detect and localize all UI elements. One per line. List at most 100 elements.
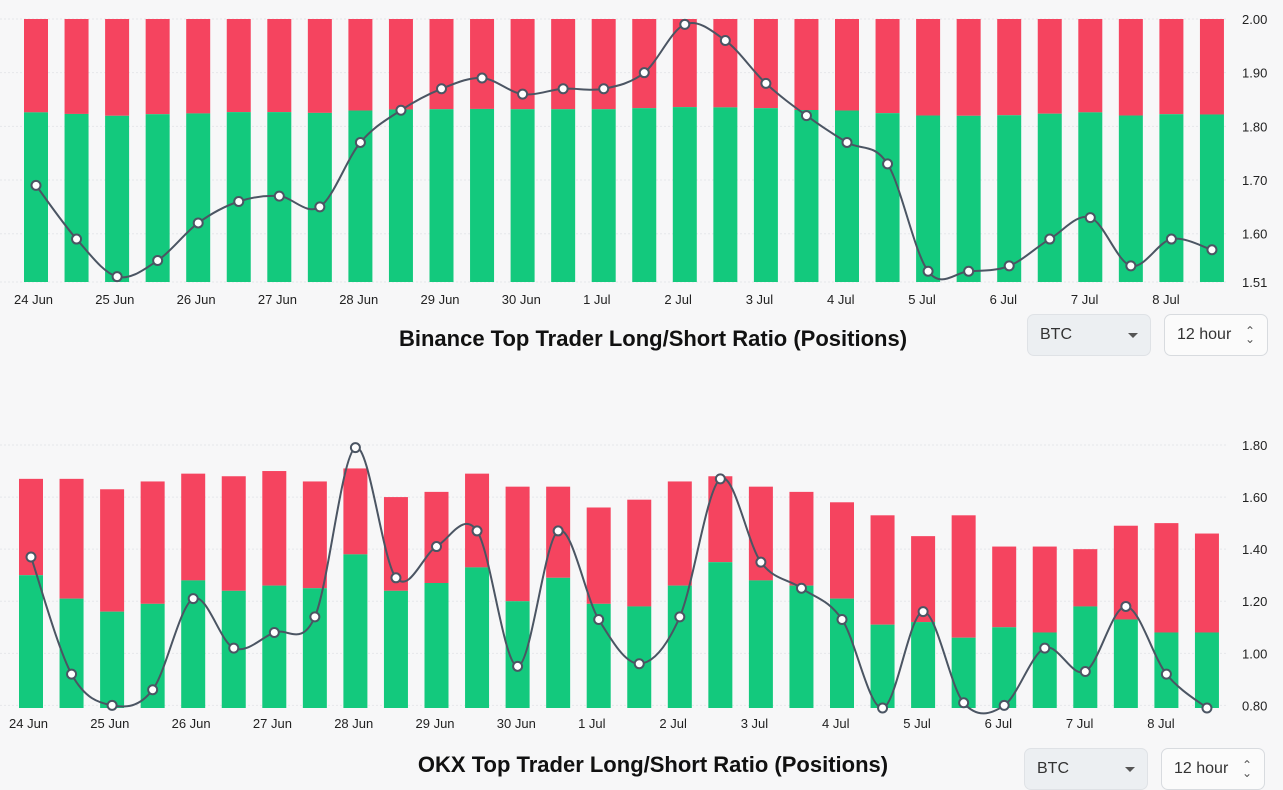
binance-short-bar (1037, 19, 1062, 114)
binance-x-tick-label: 26 Jun (177, 292, 216, 307)
binance-short-bar (388, 19, 413, 110)
binance-long-bar (105, 115, 130, 282)
binance-short-bar (1118, 19, 1143, 116)
okx-ratio-chart: 1.80 1.60 1.40 1.20 1.00 0.80 24 Jun 25 Jun 26 J… (0, 438, 1267, 731)
binance-short-bar (956, 19, 981, 116)
binance-short-bar (753, 19, 778, 109)
binance-short-bar (875, 19, 900, 114)
okx-short-bar (343, 468, 368, 555)
binance-short-bar (105, 19, 130, 116)
okx-short-bar (181, 473, 206, 581)
binance-x-tick-label: 5 Jul (908, 292, 936, 307)
okx-x-tick-label: 26 Jun (172, 716, 211, 731)
okx-short-bar (1032, 546, 1057, 633)
okx-ratio-point (512, 660, 524, 672)
binance-chart-title: Binance Top Trader Long/Short Ratio (Pos… (398, 326, 908, 351)
binance-ratio-point (841, 136, 853, 148)
binance-long-bar (1159, 114, 1184, 283)
okx-x-tick-label: 24 Jun (9, 716, 48, 731)
binance-ratio-point (71, 233, 83, 245)
binance-x-tick-label: 7 Jul (1071, 292, 1099, 307)
binance-ratio-point (436, 83, 447, 95)
okx-interval-select[interactable]: 12 hour ⌃ ⌄ (1161, 748, 1265, 790)
binance-ratio-point (314, 201, 326, 213)
binance-x-tick-label: 3 Jul (746, 292, 774, 307)
binance-long-bar (186, 113, 211, 283)
okx-long-bar (19, 575, 43, 708)
okx-long-bar (627, 606, 652, 708)
okx-ratio-point (1079, 666, 1091, 678)
binance-ratio-point (1044, 233, 1056, 245)
okx-ratio-point (349, 442, 361, 454)
okx-short-bar (302, 481, 327, 589)
binance-y-tick-label: 2.00 (1242, 12, 1267, 27)
okx-short-bar (424, 491, 449, 584)
binance-x-tick-label: 6 Jul (990, 292, 1018, 307)
binance-ratio-point (882, 158, 894, 170)
binance-short-bar (429, 19, 454, 110)
okx-ratio-point (714, 473, 726, 485)
binance-x-tick-label: 25 Jun (95, 292, 134, 307)
binance-short-bar (1078, 19, 1103, 113)
binance-short-bar (1159, 19, 1184, 115)
okx-ratio-point (795, 582, 807, 594)
binance-short-bar (24, 19, 48, 113)
binance-x-tick-label: 30 Jun (502, 292, 541, 307)
okx-y-tick-label: 1.60 (1242, 490, 1267, 505)
binance-long-bar (388, 109, 413, 282)
binance-x-tick-label: 24 Jun (14, 292, 53, 307)
binance-ratio-line (35, 22, 1213, 281)
okx-ratio-point (755, 556, 767, 568)
okx-long-bar (870, 624, 895, 708)
okx-ratio-point (309, 611, 321, 623)
binance-short-bar (551, 19, 576, 110)
okx-x-tick-label: 29 Jun (416, 716, 455, 731)
okx-coin-select[interactable]: BTC (1024, 748, 1148, 790)
okx-short-bar (992, 546, 1017, 628)
okx-ratio-point (1039, 642, 1051, 654)
binance-interval-select-value: 12 hour (1177, 326, 1232, 343)
okx-long-bar (262, 585, 287, 708)
binance-ratio-point (517, 88, 529, 100)
okx-chart-title: OKX Top Trader Long/Short Ratio (Positio… (417, 752, 889, 777)
okx-y-tick-label: 0.80 (1242, 698, 1267, 713)
binance-x-tick-label: 4 Jul (827, 292, 855, 307)
binance-ratio-point (679, 18, 691, 30)
okx-long-bar (1113, 619, 1138, 708)
binance-short-bar (1199, 19, 1224, 115)
binance-long-bar (956, 115, 981, 282)
binance-ratio-point (395, 104, 407, 116)
chevron-down-icon (1125, 766, 1135, 772)
binance-short-bar (470, 19, 495, 109)
okx-x-tick-label: 30 Jun (497, 716, 536, 731)
okx-ratio-line (30, 446, 1208, 715)
binance-coin-select[interactable]: BTC (1027, 314, 1151, 356)
binance-long-bar (672, 107, 697, 282)
binance-ratio-point (476, 72, 488, 84)
binance-ratio-point (963, 265, 975, 277)
binance-long-bar (510, 109, 535, 282)
okx-ratio-point (877, 702, 889, 714)
okx-long-bar (1073, 606, 1098, 708)
okx-short-bar (789, 491, 814, 586)
okx-ratio-point (66, 668, 78, 680)
binance-long-bar (1078, 112, 1103, 283)
okx-long-bar (383, 590, 408, 708)
binance-ratio-point (1125, 260, 1137, 272)
okx-short-bar (221, 476, 246, 591)
okx-y-tick-label: 1.00 (1242, 646, 1267, 661)
binance-coin-select-value: BTC (1040, 326, 1072, 343)
okx-ratio-point (471, 525, 483, 537)
okx-x-tick-label: 5 Jul (903, 716, 931, 731)
okx-ratio-point (228, 642, 240, 654)
binance-y-tick-label: 1.70 (1242, 173, 1267, 188)
binance-short-bar (226, 19, 251, 113)
okx-interval-select-value: 12 hour (1174, 760, 1229, 777)
chevron-down-icon (1128, 332, 1138, 338)
okx-ratio-point (917, 606, 929, 618)
binance-long-bar (997, 115, 1022, 283)
okx-x-tick-label: 1 Jul (578, 716, 606, 731)
binance-interval-select[interactable]: 12 hour ⌃ ⌄ (1164, 314, 1268, 356)
binance-ratio-point (557, 83, 569, 95)
okx-ratio-point (674, 611, 686, 623)
